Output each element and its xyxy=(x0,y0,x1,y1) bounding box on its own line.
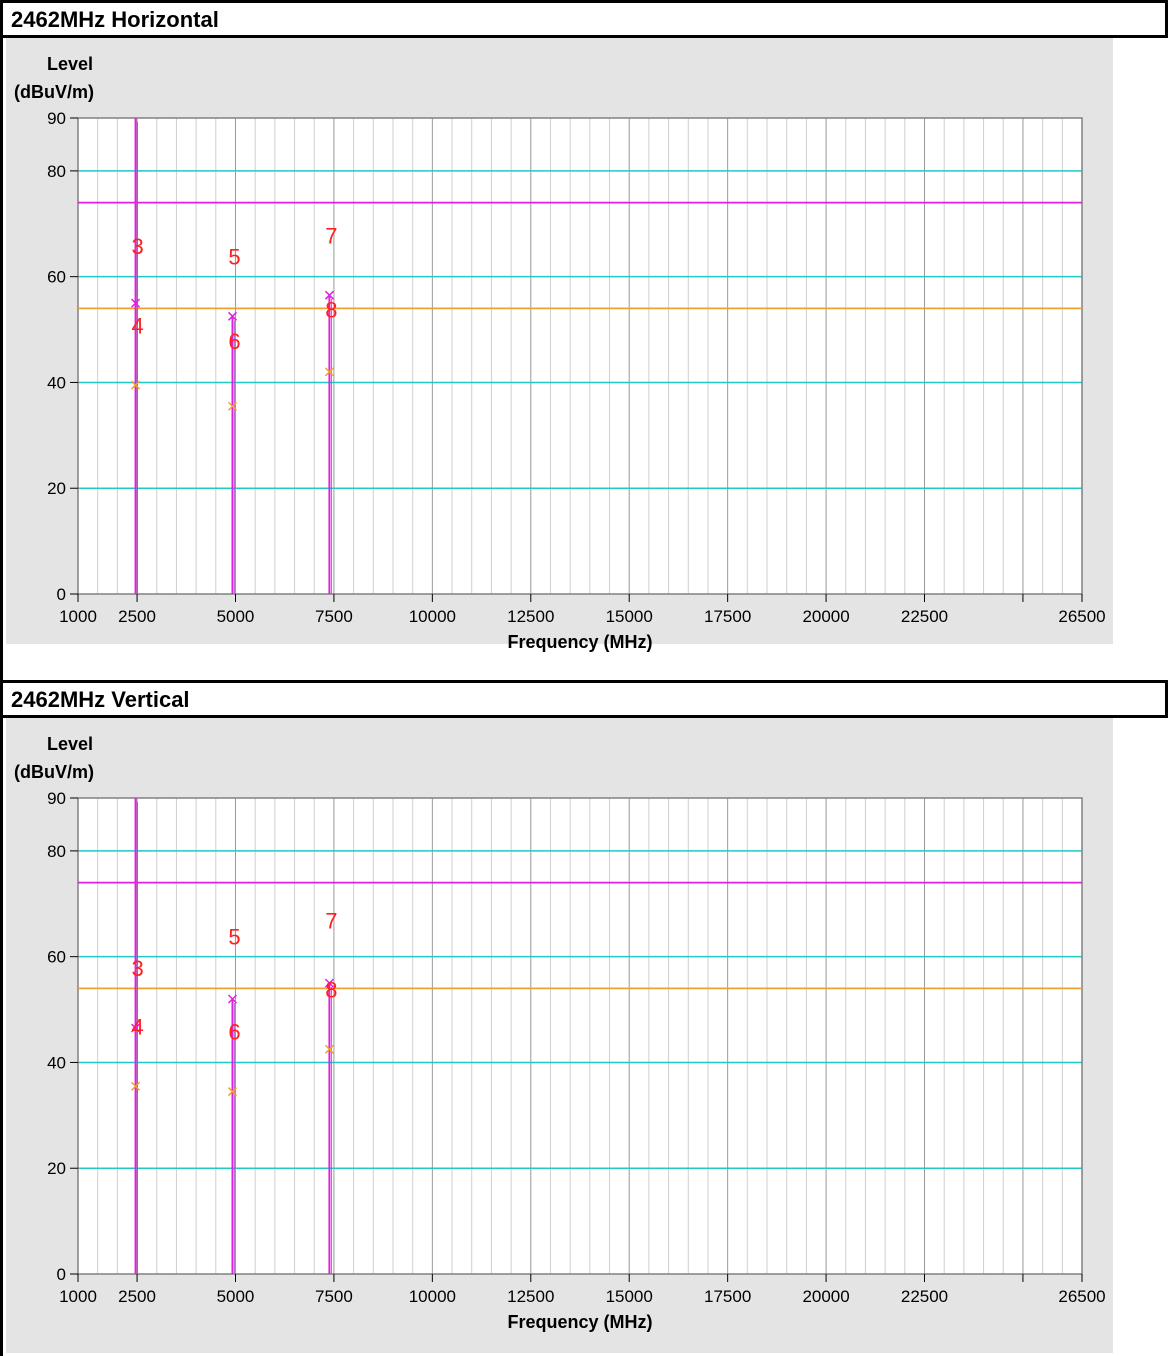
average-point xyxy=(324,1044,334,1054)
marker-label: 6 xyxy=(228,1020,240,1045)
y-tick-label: 40 xyxy=(47,1053,66,1072)
marker-label: 5 xyxy=(228,925,240,950)
x-tick-label: 5000 xyxy=(217,1287,255,1306)
x-tick-label: 12500 xyxy=(507,607,554,626)
plot-border xyxy=(77,117,1083,595)
peak-point xyxy=(324,978,334,988)
x-tick-label: 20000 xyxy=(802,607,849,626)
peak-point xyxy=(131,1023,141,1033)
x-tick-label: 10000 xyxy=(409,607,456,626)
x-tick-label: 7500 xyxy=(315,1287,353,1306)
y-tick-label: 0 xyxy=(57,1265,66,1284)
chart-panel-vertical: 2462MHz Vertical 0 20 40 60 80 90 1000 2500 5000… xyxy=(0,680,1168,1356)
average-point xyxy=(131,380,141,390)
y-axis-label: Level xyxy=(47,734,93,754)
x-tick-label: 26500 xyxy=(1058,607,1105,626)
peak-point xyxy=(227,311,238,321)
y-tick-label: 20 xyxy=(47,479,66,498)
marker-label: 8 xyxy=(325,297,337,322)
marker-label: 6 xyxy=(228,329,240,354)
y-tick-label: 90 xyxy=(47,789,66,808)
x-tick-label: 1000 xyxy=(59,607,97,626)
x-tick-label: 15000 xyxy=(606,607,653,626)
y-tick-label: 80 xyxy=(47,842,66,861)
x-tick-label: 10000 xyxy=(409,1287,456,1306)
x-tick-label: 20000 xyxy=(802,1287,849,1306)
marker-label: 8 xyxy=(325,977,337,1002)
x-tick-label: 26500 xyxy=(1058,1287,1105,1306)
peak-point xyxy=(227,994,238,1004)
y-tick-label: 20 xyxy=(47,1159,66,1178)
plot-border xyxy=(77,797,1083,1275)
x-tick-label: 2500 xyxy=(118,607,156,626)
chart-svg: 0 20 40 60 80 90 1000 2500 5000 7500 10000 12500 150… xyxy=(6,718,1113,1353)
marker-label: 3 xyxy=(131,956,143,981)
y-tick-label: 40 xyxy=(47,373,66,392)
marker-label: 3 xyxy=(131,234,143,259)
average-point xyxy=(227,1087,238,1097)
x-tick-label: 22500 xyxy=(901,607,948,626)
x-tick-label: 17500 xyxy=(704,1287,751,1306)
marker-label: 5 xyxy=(228,245,240,270)
x-axis-label: Frequency (MHz) xyxy=(507,1312,652,1332)
chart-title: 2462MHz Horizontal xyxy=(0,0,1168,38)
y-tick-label: 80 xyxy=(47,162,66,181)
y-tick-label: 60 xyxy=(47,948,66,967)
x-tick-label: 17500 xyxy=(704,607,751,626)
x-axis-label: Frequency (MHz) xyxy=(507,632,652,652)
y-tick-label: 0 xyxy=(57,585,66,604)
marker-label: 7 xyxy=(325,223,337,248)
y-tick-label: 60 xyxy=(47,268,66,287)
peak-point xyxy=(131,298,141,308)
chart-body: 0 20 40 60 80 90 1000 2500 5000 7500 10000 12500 150… xyxy=(0,718,1168,1356)
y-axis-unit: (dBuV/m) xyxy=(14,82,94,102)
marker-label: 4 xyxy=(131,313,143,338)
average-point xyxy=(227,401,238,411)
plot-area xyxy=(78,118,1082,594)
x-tick-label: 12500 xyxy=(507,1287,554,1306)
chart-body: 0 20 40 60 80 90 1000 2500 5000 7500 10000 12500 150… xyxy=(0,38,1168,680)
x-tick-label: 22500 xyxy=(901,1287,948,1306)
chart-panel-horizontal: 2462MHz Horizontal 0 20 40 60 80 90 1000 2500 50… xyxy=(0,0,1168,680)
average-point xyxy=(324,367,334,377)
chart-title: 2462MHz Vertical xyxy=(0,680,1168,718)
y-axis-unit: (dBuV/m) xyxy=(14,762,94,782)
x-tick-label: 1000 xyxy=(59,1287,97,1306)
marker-label: 7 xyxy=(325,909,337,934)
x-tick-label: 5000 xyxy=(217,607,255,626)
plot-area xyxy=(78,798,1082,1274)
x-tick-label: 2500 xyxy=(118,1287,156,1306)
x-tick-label: 7500 xyxy=(315,607,353,626)
x-tick-label: 15000 xyxy=(606,1287,653,1306)
marker-label: 4 xyxy=(131,1014,143,1039)
chart-svg: 0 20 40 60 80 90 1000 2500 5000 7500 10000 12500 150… xyxy=(6,38,1113,652)
peak-point xyxy=(324,290,334,300)
y-tick-label: 90 xyxy=(47,109,66,128)
y-axis-label: Level xyxy=(47,54,93,74)
average-point xyxy=(131,1081,141,1091)
